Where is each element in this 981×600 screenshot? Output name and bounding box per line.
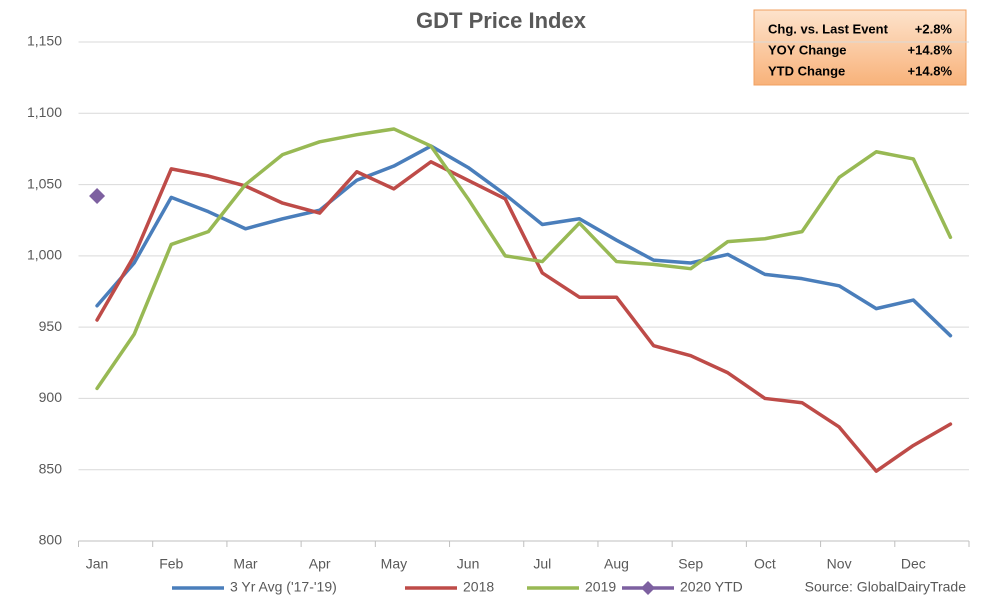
info-label: YTD Change xyxy=(768,63,845,78)
info-label: YOY Change xyxy=(768,42,847,57)
x-tick-label: May xyxy=(381,556,407,572)
info-value: +14.8% xyxy=(908,63,953,78)
x-tick-label: Jun xyxy=(457,556,480,572)
x-tick-label: Dec xyxy=(901,556,926,572)
x-tick-label: Oct xyxy=(754,556,776,572)
y-tick-label: 800 xyxy=(39,532,63,548)
legend-label: 2018 xyxy=(463,579,494,595)
y-tick-label: 950 xyxy=(39,318,63,334)
series-line xyxy=(95,160,953,473)
legend-label: 2020 YTD xyxy=(680,579,743,595)
y-tick-label: 1,000 xyxy=(27,247,62,263)
series-line xyxy=(95,127,953,391)
x-tick-label: Jul xyxy=(533,556,551,572)
point xyxy=(89,187,106,204)
legend-marker xyxy=(641,581,655,595)
info-label: Chg. vs. Last Event xyxy=(768,21,889,36)
x-tick-label: Jan xyxy=(86,556,109,572)
info-value: +2.8% xyxy=(915,21,953,36)
y-tick-label: 1,050 xyxy=(27,175,62,191)
legend-label: 2019 xyxy=(585,579,616,595)
y-tick-label: 1,100 xyxy=(27,104,62,120)
source: Source: GlobalDairyTrade xyxy=(805,579,967,595)
chart-title: GDT Price Index xyxy=(416,8,587,33)
y-tick-label: 850 xyxy=(39,460,63,476)
info-box xyxy=(753,9,967,86)
x-tick-label: Aug xyxy=(604,556,629,572)
x-tick-label: Apr xyxy=(309,556,331,572)
y-tick-label: 900 xyxy=(39,389,63,405)
x-tick-label: Nov xyxy=(827,556,852,572)
x-tick-label: Sep xyxy=(678,556,703,572)
legend-label: 3 Yr Avg ('17-'19) xyxy=(230,579,337,595)
y-tick-label: 1,150 xyxy=(27,33,62,49)
x-tick-label: Feb xyxy=(159,556,183,572)
info-value: +14.8% xyxy=(908,42,953,57)
series-line xyxy=(95,144,953,338)
x-tick-label: Mar xyxy=(233,556,257,572)
